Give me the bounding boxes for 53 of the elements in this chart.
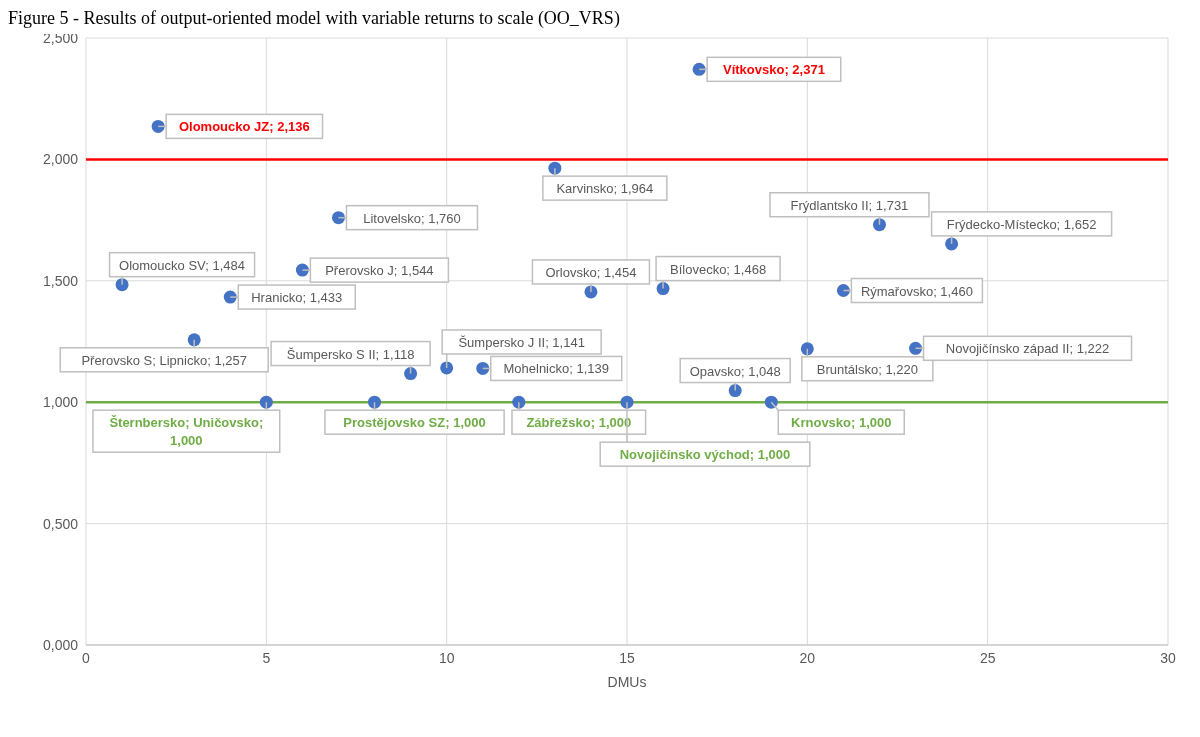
y-tick-label: 0,000 — [42, 636, 79, 653]
data-label: Prostějovsko SZ; 1,000 — [343, 415, 486, 431]
data-label: Orlovsko; 1,454 — [545, 264, 637, 280]
point — [440, 361, 454, 375]
data-label: Olomoucko JZ; 2,136 — [178, 119, 310, 135]
y-tick-label: 2,500 — [42, 29, 79, 46]
data-label: Frýdlantsko II; 1,731 — [790, 197, 909, 213]
data-label: Vítkovsko; 2,371 — [722, 62, 825, 78]
point — [872, 218, 886, 232]
point — [476, 361, 490, 375]
x-tick-label: 25 — [979, 649, 996, 666]
point — [692, 62, 706, 76]
x-tick-label: 5 — [262, 649, 271, 666]
data-label: Bruntálsko; 1,220 — [816, 361, 918, 377]
point — [368, 395, 382, 409]
y-tick-label: 1,500 — [42, 272, 79, 289]
data-label: Přerovsko J; 1,544 — [325, 263, 434, 279]
point — [836, 284, 850, 298]
data-label: Zábřežsko; 1,000 — [526, 415, 632, 431]
data-label: Novojičínsko západ II; 1,222 — [945, 341, 1110, 357]
data-label: Krnovsko; 1,000 — [791, 415, 892, 431]
point — [945, 237, 959, 251]
x-tick-label: 30 — [1160, 649, 1176, 666]
data-label: Bílovecko; 1,468 — [670, 261, 767, 277]
y-tick-label: 0,500 — [42, 515, 79, 532]
point — [909, 341, 923, 355]
x-tick-label: 20 — [799, 649, 816, 666]
point — [259, 395, 273, 409]
data-label: Olomoucko SV; 1,484 — [119, 257, 246, 273]
x-axis-title: DMUs — [607, 674, 647, 690]
data-label: Rýmařovsko; 1,460 — [860, 283, 973, 299]
point — [800, 342, 814, 356]
y-tick-label: 2,000 — [42, 151, 79, 168]
data-label: Přerovsko S; Lipnicko; 1,257 — [81, 352, 247, 368]
x-tick-label: 15 — [619, 649, 635, 666]
data-label: Opavsko; 1,048 — [689, 363, 781, 379]
data-label: Šumpersko J II; 1,141 — [458, 334, 585, 350]
point — [404, 367, 418, 381]
data-label: Šumpersko S II; 1,118 — [286, 346, 415, 362]
point — [764, 395, 778, 409]
data-label: Mohelnicko; 1,139 — [503, 361, 609, 377]
data-label: Karvinsko; 1,964 — [556, 181, 654, 197]
data-label: Frýdecko-Místecko; 1,652 — [946, 216, 1097, 232]
point — [331, 211, 345, 225]
y-tick-label: 1,000 — [42, 394, 79, 411]
x-tick-label: 10 — [438, 649, 455, 666]
data-label: Hranicko; 1,433 — [251, 290, 343, 306]
data-label: Litovelsko; 1,760 — [363, 210, 461, 226]
chart-title: Figure 5 - Results of output-oriented model with variable returns to scale (OO_VRS) — [8, 8, 620, 28]
data-label: Šternbersko; Uničovsko; 1,000 — [109, 415, 264, 449]
x-tick-label: 0 — [82, 649, 91, 666]
data-label: Novojičínsko východ; 1,000 — [619, 447, 791, 463]
point — [151, 119, 165, 133]
